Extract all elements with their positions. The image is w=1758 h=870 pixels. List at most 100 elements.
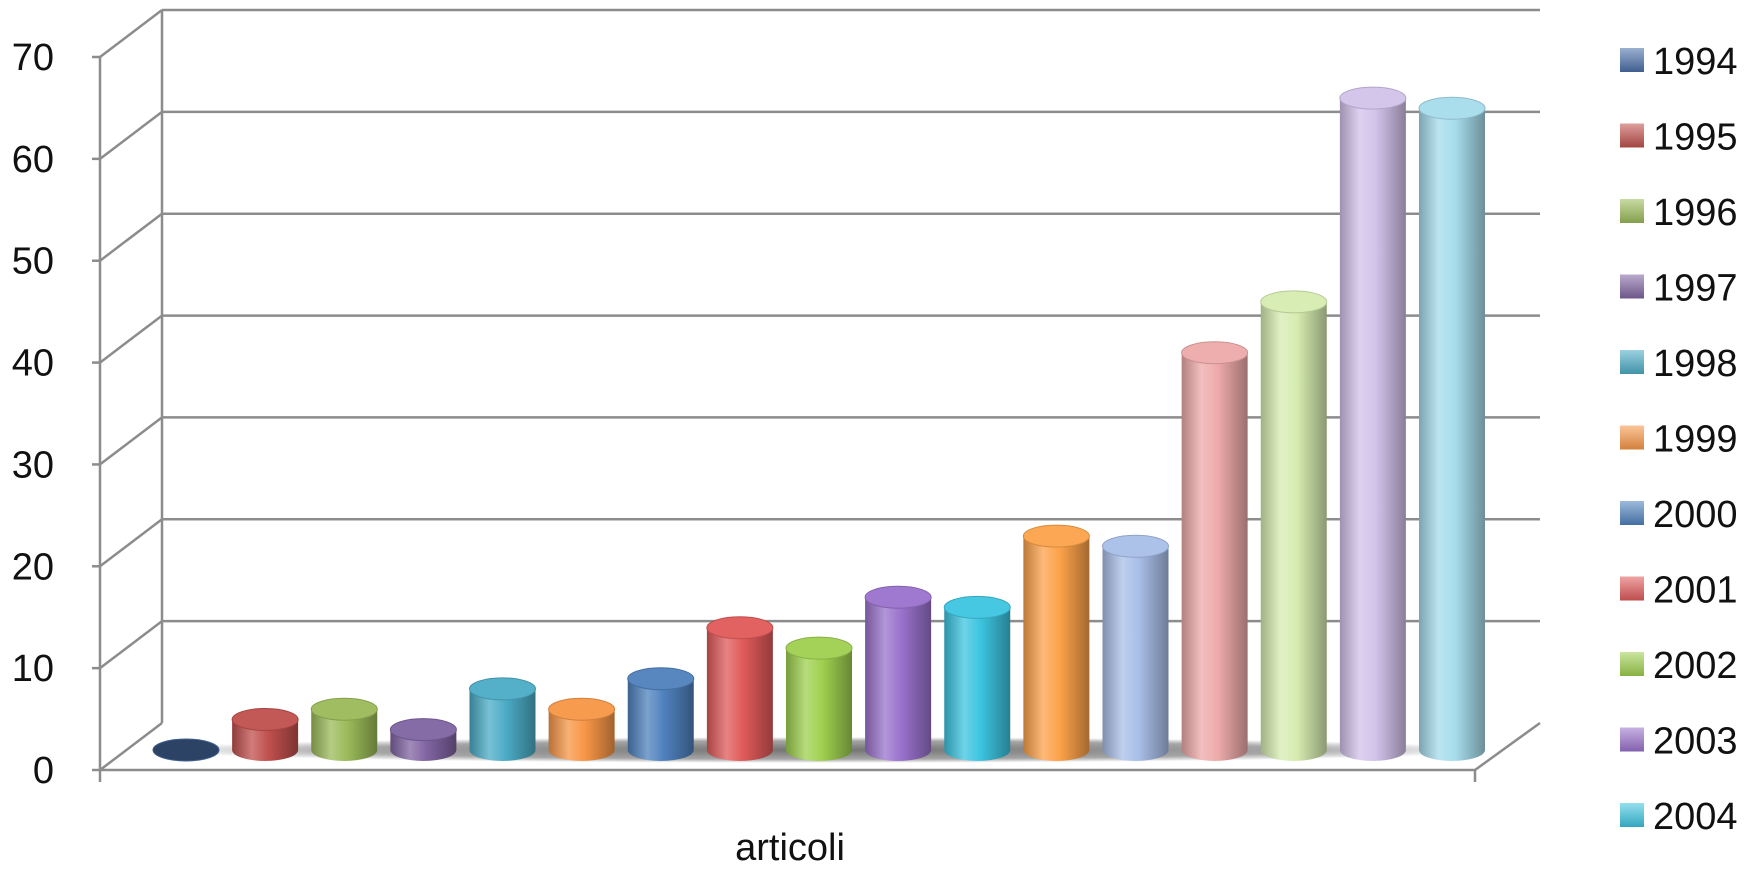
legend-item-2000: 2000 (1620, 494, 1738, 536)
legend-label: 2000 (1653, 494, 1738, 536)
legend-swatch (1620, 123, 1644, 148)
legend-label: 1997 (1653, 268, 1738, 310)
bar-body (1419, 108, 1485, 762)
legend-item-1995: 1995 (1620, 117, 1738, 159)
legend-swatch (1620, 199, 1644, 223)
bar-1996 (310, 697, 378, 762)
bar-2005 (1022, 524, 1090, 762)
bar-2003 (864, 585, 932, 762)
gridline-side (99, 620, 163, 670)
y-tick-label: 50 (12, 241, 54, 283)
legend-swatch (1620, 501, 1644, 525)
x-axis: articoli (735, 827, 845, 869)
bar-body (232, 719, 299, 762)
bar-body (1181, 352, 1248, 762)
legend-item-2003: 2003 (1620, 721, 1738, 763)
gridline-side (99, 314, 163, 364)
bar-top (785, 636, 853, 660)
y-tick-label: 10 (12, 648, 54, 690)
bar-1994 (152, 738, 220, 762)
legend-item-2002: 2002 (1620, 645, 1738, 687)
bar-body (311, 709, 378, 762)
bar-1997 (389, 718, 457, 762)
bar-2000 (627, 667, 695, 762)
y-tick-label: 60 (12, 139, 54, 181)
bar-2010 (1418, 96, 1486, 762)
bar-top (864, 585, 932, 609)
bar-2001 (706, 616, 774, 762)
legend-swatch (1620, 576, 1644, 601)
legend-label: 2004 (1653, 796, 1738, 838)
legend-item-2004: 2004 (1620, 796, 1738, 838)
y-tick-label: 70 (12, 37, 54, 79)
legend-swatch (1620, 727, 1644, 752)
bar-top (310, 697, 378, 721)
legend-swatch (1620, 652, 1644, 676)
legend-item-1996: 1996 (1620, 192, 1738, 234)
y-tick-label: 30 (12, 444, 54, 486)
gridline-side (99, 212, 163, 262)
bar-top (627, 667, 695, 691)
bar-body (706, 627, 773, 762)
gridline-side (99, 416, 163, 466)
bar-1998 (469, 677, 536, 762)
bar-2009 (1339, 86, 1407, 762)
legend-label: 1994 (1653, 41, 1738, 83)
legend-item-2001: 2001 (1620, 570, 1738, 612)
bars (152, 86, 1486, 762)
bar-body (1339, 98, 1406, 762)
gridlines (98, 8, 1541, 782)
legend-swatch (1620, 274, 1644, 299)
bar-top (943, 595, 1011, 619)
bar-body (1260, 301, 1327, 762)
gridline-side (99, 110, 163, 160)
legend-item-1997: 1997 (1620, 268, 1738, 310)
legend-label: 1996 (1653, 192, 1738, 234)
bar-top (231, 707, 299, 731)
legend: 1994 1995 1996 1997 1998 1999 2000 2001 2002 2003… (1620, 41, 1738, 838)
bar-top (1260, 290, 1328, 314)
legend-swatch (1620, 48, 1644, 72)
legend-label: 1999 (1653, 419, 1738, 461)
bar-body (1102, 546, 1169, 762)
legend-label: 2003 (1653, 721, 1738, 763)
legend-swatch (1620, 350, 1644, 374)
legend-item-1999: 1999 (1620, 419, 1738, 461)
bar-top (389, 718, 457, 742)
bar-body (944, 607, 1011, 762)
bar-top (1418, 96, 1486, 120)
bar-top (1181, 341, 1249, 365)
bar-top (706, 616, 774, 640)
bar-2006 (1102, 534, 1169, 762)
legend-label: 2001 (1653, 570, 1738, 612)
y-tick-label: 40 (12, 343, 54, 385)
bar-top (469, 677, 536, 701)
bar-top (548, 697, 616, 721)
x-axis-label: articoli (735, 827, 845, 865)
legend-swatch (1620, 803, 1644, 827)
bar-body (469, 688, 536, 762)
bar-top (152, 738, 220, 762)
gridline-side (99, 722, 163, 771)
bar-body (786, 648, 852, 761)
bar-top (1102, 534, 1169, 558)
y-axis: 0 10 20 30 40 50 60 70 (12, 37, 102, 792)
gridline-side (99, 518, 163, 568)
bar-body (865, 597, 932, 762)
legend-label: 1998 (1653, 343, 1738, 385)
gridline-side (99, 9, 163, 58)
bar-2002 (785, 636, 853, 761)
bar-top (1339, 86, 1407, 110)
bar-body (627, 678, 694, 762)
y-tick-label: 20 (12, 546, 54, 588)
bar-body (1023, 536, 1090, 762)
bar-2008 (1260, 290, 1328, 762)
bar-body (548, 709, 615, 762)
bar-1999 (548, 697, 616, 762)
legend-label: 2002 (1653, 645, 1738, 687)
bar-2004 (943, 595, 1011, 762)
legend-item-1998: 1998 (1620, 343, 1738, 385)
y-tick-label: 0 (33, 750, 54, 792)
